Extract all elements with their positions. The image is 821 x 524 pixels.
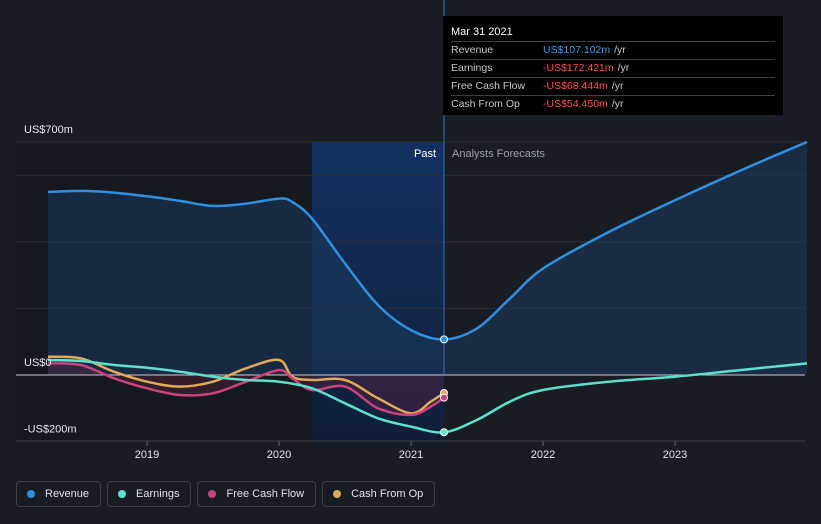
x-tick-label: 2020 bbox=[267, 449, 291, 461]
tooltip-unit: /yr bbox=[611, 98, 624, 110]
y-label-zero: US$0 bbox=[24, 357, 52, 369]
series-line-cash-from-op bbox=[47, 355, 445, 415]
tooltip-unit: /yr bbox=[617, 62, 630, 74]
series-line-revenue bbox=[47, 140, 808, 341]
tooltip-label: Revenue bbox=[451, 44, 494, 56]
x-tick-label: 2023 bbox=[663, 449, 687, 461]
legend-item-revenue[interactable]: Revenue bbox=[16, 481, 102, 507]
tooltip-value: -US$68.444m bbox=[543, 80, 608, 92]
revenue-area bbox=[48, 142, 807, 375]
legend-label: Cash From Op bbox=[351, 488, 424, 500]
x-tick-label: 2019 bbox=[135, 449, 159, 461]
past-label: Past bbox=[414, 148, 436, 160]
legend-dot-icon bbox=[333, 490, 342, 498]
y-label-top: US$700m bbox=[24, 124, 73, 136]
tooltip-label: Free Cash Flow bbox=[451, 80, 526, 92]
series-line-earnings bbox=[47, 358, 808, 434]
tooltip-value: -US$172.421m bbox=[543, 62, 614, 74]
legend-dot-icon bbox=[27, 490, 35, 498]
tooltip: Mar 31 2021 Revenue US$107.102m /yr Earn… bbox=[443, 16, 783, 115]
legend-dot-icon bbox=[118, 490, 127, 498]
legend: Revenue Earnings Free Cash Flow Cash Fro… bbox=[16, 481, 441, 509]
x-tick-label: 2021 bbox=[399, 449, 423, 461]
marker-free-cash-flow bbox=[440, 393, 448, 402]
tooltip-value: US$107.102m bbox=[543, 44, 611, 56]
marker-earnings bbox=[440, 428, 448, 437]
legend-label: Free Cash Flow bbox=[226, 488, 305, 500]
tooltip-date: Mar 31 2021 bbox=[451, 26, 513, 38]
chart: US$700m US$0 -US$200m Past Analysts Forecast… bbox=[16, 0, 808, 461]
series-line-free-cash-flow bbox=[47, 362, 445, 417]
tooltip-row-cash-from-op: Cash From Op -US$54.450m /yr bbox=[451, 95, 775, 113]
tooltip-value: -US$54.450m bbox=[543, 98, 608, 110]
tooltip-label: Earnings bbox=[451, 62, 493, 74]
legend-label: Earnings bbox=[136, 488, 180, 500]
marker-revenue bbox=[440, 335, 448, 344]
legend-item-earnings[interactable]: Earnings bbox=[107, 481, 192, 507]
y-label-bottom: -US$200m bbox=[24, 424, 77, 436]
tooltip-row-revenue: Revenue US$107.102m /yr bbox=[451, 41, 775, 59]
legend-item-free-cash-flow[interactable]: Free Cash Flow bbox=[197, 481, 317, 507]
legend-label: Revenue bbox=[45, 488, 90, 500]
cash-flow-area bbox=[48, 363, 444, 415]
legend-dot-icon bbox=[208, 490, 217, 498]
tooltip-row-free-cash-flow: Free Cash Flow -US$68.444m /yr bbox=[451, 77, 775, 95]
forecast-label: Analysts Forecasts bbox=[452, 148, 545, 160]
x-tick-label: 2022 bbox=[531, 449, 555, 461]
tooltip-unit: /yr bbox=[611, 80, 624, 92]
tooltip-label: Cash From Op bbox=[451, 98, 520, 110]
legend-item-cash-from-op[interactable]: Cash From Op bbox=[322, 481, 436, 507]
tooltip-row-earnings: Earnings -US$172.421m /yr bbox=[451, 59, 775, 77]
tooltip-unit: /yr bbox=[614, 44, 626, 56]
